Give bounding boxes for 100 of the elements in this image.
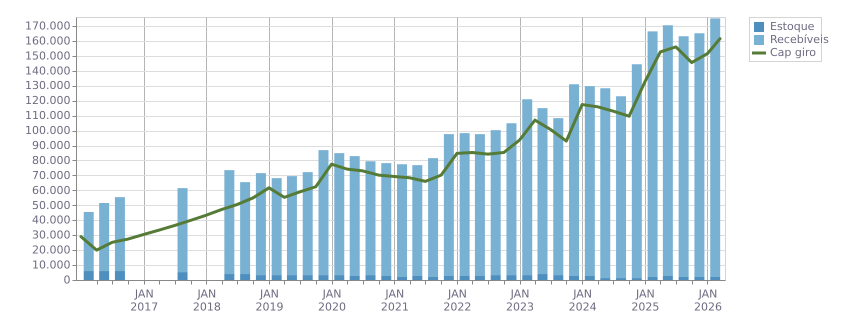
bar xyxy=(318,150,328,276)
bar xyxy=(334,153,344,276)
bar xyxy=(444,134,454,276)
bar xyxy=(224,170,234,274)
bar xyxy=(522,275,532,280)
bar xyxy=(569,84,580,276)
y-tick-label: 150.000 xyxy=(25,49,70,62)
bar xyxy=(412,276,422,280)
y-tick-label: 120.000 xyxy=(25,94,70,108)
bar xyxy=(600,88,610,278)
legend-label: Cap giro xyxy=(770,46,816,59)
line-series xyxy=(80,37,722,252)
bar xyxy=(84,212,94,272)
y-tick-label: 10.000 xyxy=(32,258,70,272)
bar xyxy=(397,277,408,280)
y-tick-label: 140.000 xyxy=(25,64,70,78)
bar xyxy=(460,133,470,276)
bar xyxy=(710,277,720,280)
bar xyxy=(490,130,501,276)
y-tick-label: 90.000 xyxy=(32,139,70,152)
bar xyxy=(678,277,689,280)
bar xyxy=(444,276,454,280)
y-tick-label: 0 xyxy=(64,274,70,286)
legend-label: Recebíveis xyxy=(770,33,830,46)
y-tick-label: 110.000 xyxy=(25,109,70,122)
bar xyxy=(694,277,704,280)
bar xyxy=(553,118,564,276)
bar xyxy=(365,275,376,280)
bar xyxy=(318,275,328,280)
bar xyxy=(178,188,188,272)
bar xyxy=(350,156,360,276)
bar xyxy=(99,271,110,280)
bar xyxy=(256,275,266,280)
bar xyxy=(84,271,94,280)
y-tick-label: 100.000 xyxy=(25,124,70,138)
bar xyxy=(506,275,516,280)
bar xyxy=(99,203,110,272)
x-tick-label: JAN 2017 xyxy=(130,288,158,313)
bar xyxy=(632,64,642,278)
y-tick-label: 80.000 xyxy=(32,154,70,167)
bar xyxy=(381,276,392,280)
bar xyxy=(678,36,689,278)
x-tick-label: JAN 2021 xyxy=(380,288,409,313)
bar xyxy=(240,182,250,274)
bar xyxy=(648,277,658,280)
bar xyxy=(272,178,282,276)
bar xyxy=(662,276,673,280)
bar xyxy=(114,197,125,272)
bar xyxy=(460,276,470,280)
bar xyxy=(506,123,516,276)
y-tick-label: 160.000 xyxy=(25,34,70,48)
legend-label: Estoque xyxy=(770,20,815,33)
x-tick-label: JAN 2020 xyxy=(318,288,346,313)
bar xyxy=(178,272,188,280)
y-tick-label: 40.000 xyxy=(32,214,70,227)
bar xyxy=(240,274,250,280)
bar xyxy=(662,25,673,276)
y-tick-label: 170.000 xyxy=(25,19,70,32)
y-tick-label: 30.000 xyxy=(32,228,70,242)
bar xyxy=(474,134,485,276)
bar xyxy=(538,274,548,280)
bar xyxy=(490,275,501,280)
bar xyxy=(412,165,422,276)
x-tick-label: JAN 2022 xyxy=(443,288,472,313)
bar xyxy=(302,275,313,280)
x-tick-label: JAN 2025 xyxy=(631,288,660,313)
bar xyxy=(397,164,408,278)
bar xyxy=(334,275,344,280)
bar xyxy=(522,99,532,276)
bar xyxy=(286,176,297,276)
bar xyxy=(428,158,438,278)
bar xyxy=(286,275,297,280)
bar xyxy=(538,108,548,274)
x-tick-label: JAN 2023 xyxy=(506,288,534,313)
bar xyxy=(114,271,125,280)
bar xyxy=(256,173,266,276)
bar xyxy=(381,163,392,276)
y-tick-label: 70.000 xyxy=(32,168,70,182)
bar xyxy=(474,276,485,280)
bar xyxy=(350,276,360,280)
y-tick-label: 50.000 xyxy=(32,198,70,212)
bar xyxy=(302,172,313,276)
bar xyxy=(584,276,595,280)
x-tick-label: JAN 2018 xyxy=(192,288,221,313)
bar xyxy=(694,33,704,278)
x-tick-label: JAN 2019 xyxy=(255,288,284,313)
bar xyxy=(428,277,438,280)
bar xyxy=(584,86,595,276)
bar xyxy=(553,275,564,280)
bar xyxy=(272,275,282,280)
x-tick-label: JAN 2024 xyxy=(568,288,597,313)
y-tick-label: 20.000 xyxy=(32,244,70,257)
bar xyxy=(616,96,626,278)
bar xyxy=(710,18,720,278)
bar xyxy=(648,31,658,278)
x-tick-label: JAN 2026 xyxy=(694,288,722,313)
y-tick-label: 130.000 xyxy=(25,79,70,92)
bar xyxy=(569,276,580,280)
bar xyxy=(224,274,234,280)
y-tick-label: 60.000 xyxy=(32,184,70,197)
